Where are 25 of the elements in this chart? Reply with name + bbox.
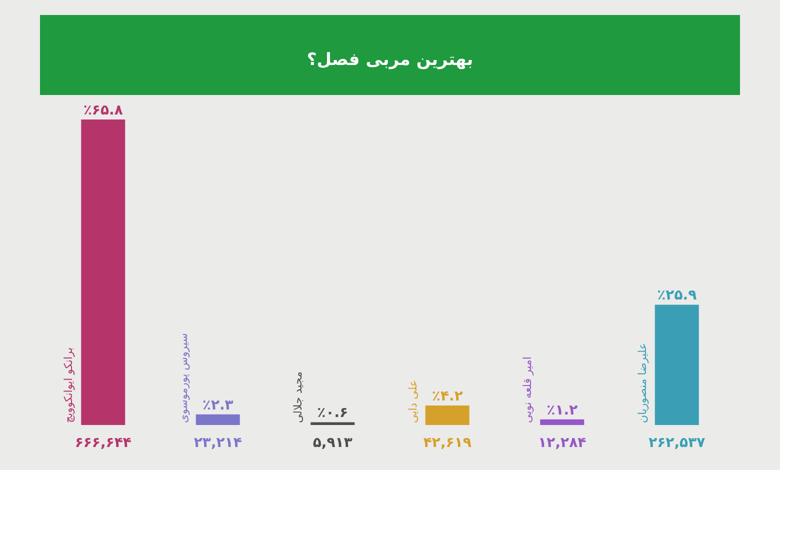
text: ۲۳,۲۱۴ — [194, 435, 242, 451]
x-tick-label: مجید جلالی — [292, 371, 305, 423]
data-label: ٪۲.۳ — [202, 397, 234, 414]
text: ۴۲,۶۱۹ — [423, 435, 472, 451]
data-label: ٪۴.۲ — [432, 388, 464, 404]
text: ۵,۹۱۳ — [312, 435, 353, 451]
x-tick-label: امیر قلعه نویی — [521, 356, 534, 423]
text: ۶۶۶,۶۴۴ — [74, 435, 132, 451]
x-tick-label: علی دایی — [406, 380, 420, 423]
data-label: ٪۰.۶ — [317, 405, 348, 422]
text: ۱۲,۲۸۴ — [538, 435, 587, 451]
x-tick-label: سیروس پورموسوی — [176, 333, 190, 423]
bar — [425, 405, 470, 425]
data-label: ٪۱.۲ — [546, 402, 578, 418]
bar — [81, 119, 126, 425]
data-label: ٪۲۵.۹ — [657, 288, 698, 304]
x-tick-label: علیرضا منصوریان — [636, 342, 649, 423]
data-label: ٪۶۵.۸ — [83, 102, 124, 118]
bar — [540, 419, 584, 425]
bar — [196, 414, 240, 425]
x-tick-label: برانکو ایوانکوویچ — [62, 347, 76, 423]
text: ۲۶۲,۵۳۷ — [648, 435, 706, 451]
bar — [310, 422, 355, 425]
bar — [654, 304, 699, 425]
chart-title: بهترین مربی فصل؟ — [306, 50, 474, 70]
